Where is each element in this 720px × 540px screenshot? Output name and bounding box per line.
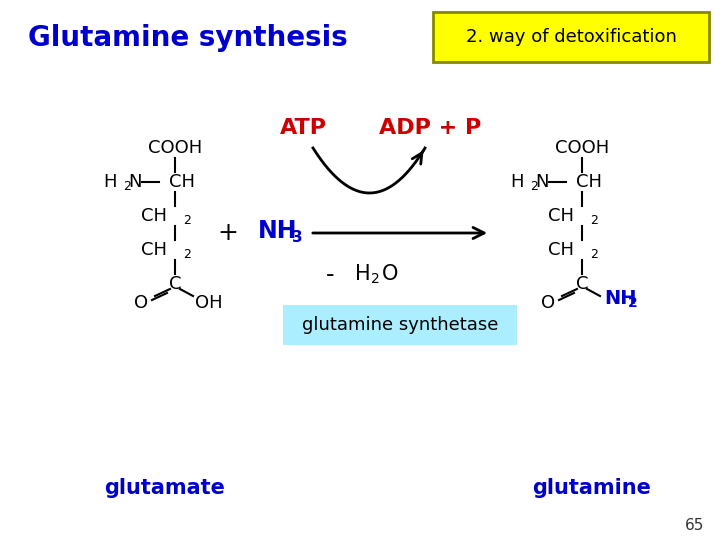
- Text: glutamate: glutamate: [104, 478, 225, 498]
- Text: -: -: [325, 263, 334, 287]
- Text: 2: 2: [183, 247, 191, 260]
- Text: OH: OH: [195, 294, 222, 312]
- Text: O: O: [541, 294, 555, 312]
- Text: CH: CH: [169, 173, 195, 191]
- Text: glutamine synthetase: glutamine synthetase: [302, 316, 498, 334]
- Text: 2: 2: [183, 213, 191, 226]
- Text: 2: 2: [530, 179, 538, 192]
- Text: N: N: [535, 173, 549, 191]
- Text: O: O: [134, 294, 148, 312]
- Text: NH: NH: [604, 288, 636, 307]
- Text: 2: 2: [590, 213, 598, 226]
- Text: CH: CH: [141, 241, 167, 259]
- Text: ADP + P: ADP + P: [379, 118, 481, 138]
- Text: C: C: [168, 275, 181, 293]
- Text: Glutamine synthesis: Glutamine synthesis: [28, 24, 348, 52]
- Text: 2. way of detoxification: 2. way of detoxification: [466, 28, 676, 46]
- Text: CH: CH: [548, 207, 574, 225]
- FancyBboxPatch shape: [283, 305, 517, 345]
- Text: CH: CH: [576, 173, 602, 191]
- Text: 3: 3: [292, 231, 302, 246]
- Text: O: O: [382, 264, 398, 284]
- Text: 2: 2: [628, 296, 638, 310]
- Text: CH: CH: [141, 207, 167, 225]
- Text: glutamine: glutamine: [533, 478, 652, 498]
- Text: H: H: [104, 173, 117, 191]
- Text: CH: CH: [548, 241, 574, 259]
- Text: 65: 65: [685, 517, 705, 532]
- Text: +: +: [217, 221, 238, 245]
- Text: ATP: ATP: [279, 118, 326, 138]
- Text: COOH: COOH: [148, 139, 202, 157]
- Text: N: N: [128, 173, 142, 191]
- Text: COOH: COOH: [555, 139, 609, 157]
- Text: H: H: [355, 264, 371, 284]
- Text: 2: 2: [590, 247, 598, 260]
- Text: H: H: [510, 173, 524, 191]
- Text: 2: 2: [123, 179, 131, 192]
- Text: NH: NH: [258, 219, 297, 243]
- FancyBboxPatch shape: [433, 12, 709, 62]
- Text: 2: 2: [371, 272, 379, 286]
- Text: C: C: [576, 275, 588, 293]
